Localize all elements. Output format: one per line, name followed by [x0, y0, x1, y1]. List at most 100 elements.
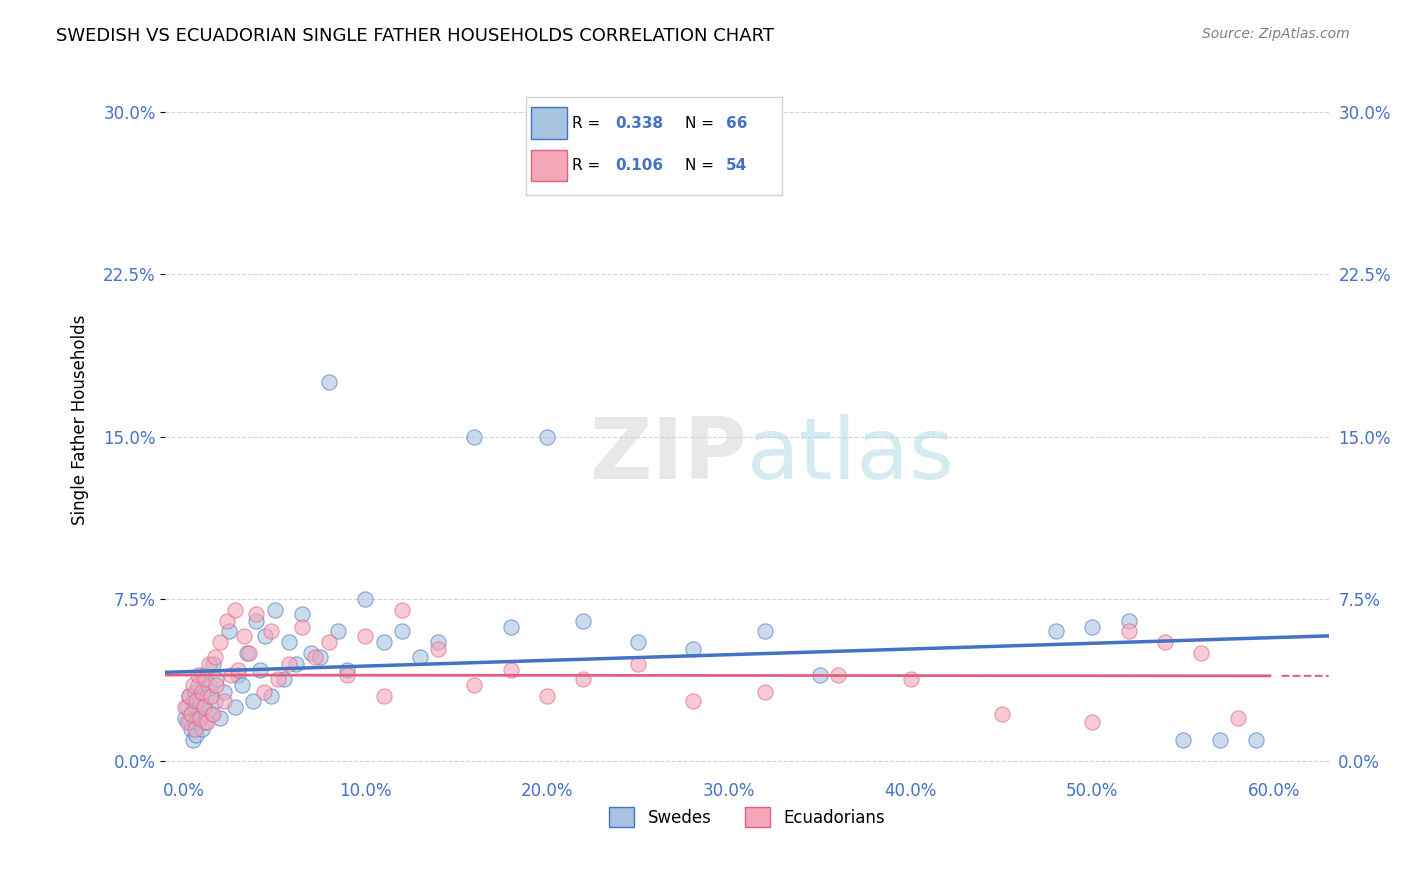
Point: [1154, 635, 1177, 649]
Point: [183, 685, 205, 699]
Point: [354, 629, 377, 643]
Point: [990, 706, 1012, 721]
Point: [177, 690, 200, 704]
Y-axis label: Single Father Households: Single Father Households: [72, 315, 89, 525]
Point: [682, 641, 704, 656]
Point: [180, 706, 202, 721]
Point: [217, 614, 239, 628]
Point: [263, 603, 285, 617]
Point: [177, 690, 200, 704]
Point: [1118, 614, 1140, 628]
Legend: Swedes, Ecuadorians: Swedes, Ecuadorians: [603, 800, 891, 834]
Point: [1226, 711, 1249, 725]
Point: [1081, 620, 1104, 634]
Point: [201, 657, 224, 671]
Point: [536, 429, 558, 443]
Point: [252, 685, 274, 699]
Text: atlas: atlas: [747, 414, 955, 497]
Point: [1081, 715, 1104, 730]
Point: [198, 657, 221, 671]
Point: [174, 700, 197, 714]
Point: [180, 722, 202, 736]
Point: [627, 657, 650, 671]
Point: [754, 624, 776, 639]
Point: [200, 706, 222, 721]
Point: [177, 715, 200, 730]
Point: [188, 711, 211, 725]
Point: [1208, 732, 1230, 747]
Point: [238, 646, 260, 660]
Point: [808, 667, 831, 681]
Point: [176, 700, 198, 714]
Point: [204, 693, 226, 707]
Point: [208, 635, 231, 649]
Point: [391, 624, 413, 639]
Point: [273, 672, 295, 686]
Point: [1045, 624, 1067, 639]
Point: [231, 678, 253, 692]
Point: [427, 635, 450, 649]
Point: [326, 624, 349, 639]
Point: [174, 711, 197, 725]
Point: [318, 376, 340, 390]
Point: [463, 429, 485, 443]
Point: [186, 728, 208, 742]
Point: [176, 715, 198, 730]
Point: [249, 663, 271, 677]
Point: [180, 706, 202, 721]
Point: [754, 685, 776, 699]
Point: [245, 607, 267, 621]
Point: [373, 635, 395, 649]
Point: [191, 685, 214, 699]
Point: [183, 722, 205, 736]
Point: [499, 663, 522, 677]
Point: [219, 667, 242, 681]
Point: [260, 624, 283, 639]
Point: [195, 690, 218, 704]
Point: [195, 715, 218, 730]
Point: [186, 700, 208, 714]
Point: [291, 607, 314, 621]
Point: [499, 620, 522, 634]
Point: [627, 635, 650, 649]
Point: [1244, 732, 1267, 747]
Point: [354, 591, 377, 606]
Point: [336, 667, 359, 681]
Point: [194, 715, 217, 730]
Point: [205, 672, 228, 686]
Point: [212, 685, 235, 699]
Point: [236, 646, 259, 660]
Point: [1118, 624, 1140, 639]
Point: [291, 620, 314, 634]
Point: [278, 635, 301, 649]
Point: [224, 603, 246, 617]
Point: [1191, 646, 1213, 660]
Point: [242, 693, 264, 707]
Point: [254, 629, 277, 643]
Point: [224, 700, 246, 714]
Point: [318, 635, 340, 649]
Point: [827, 667, 849, 681]
Point: [900, 672, 922, 686]
Point: [181, 732, 204, 747]
Point: [191, 667, 214, 681]
Point: [267, 672, 290, 686]
Point: [194, 672, 217, 686]
Point: [373, 690, 395, 704]
Point: [463, 678, 485, 692]
Point: [285, 657, 308, 671]
Point: [226, 667, 249, 681]
Point: [309, 650, 332, 665]
Point: [204, 650, 226, 665]
Point: [1173, 732, 1195, 747]
Point: [208, 711, 231, 725]
Point: [187, 667, 209, 681]
Point: [278, 657, 301, 671]
Point: [682, 693, 704, 707]
Point: [201, 706, 224, 721]
Point: [336, 663, 359, 677]
Point: [186, 693, 208, 707]
Text: Source: ZipAtlas.com: Source: ZipAtlas.com: [1202, 27, 1350, 41]
Point: [181, 678, 204, 692]
Point: [212, 693, 235, 707]
